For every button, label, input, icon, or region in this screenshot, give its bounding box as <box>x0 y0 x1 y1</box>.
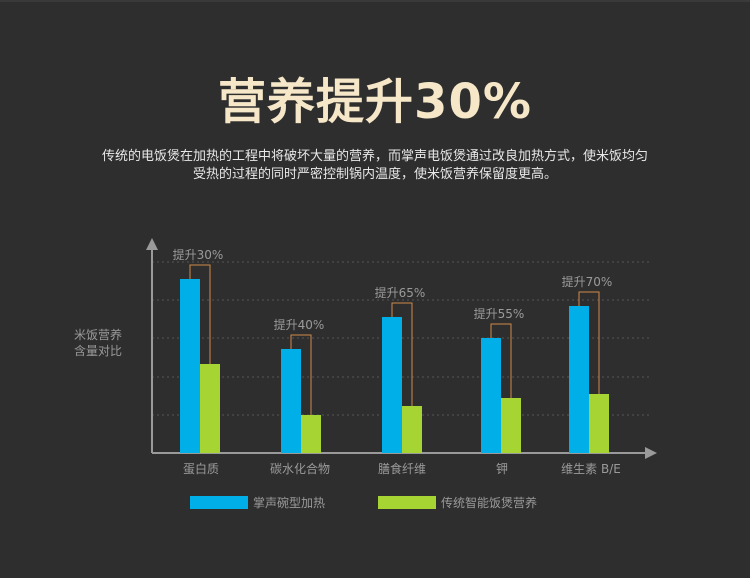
page-description: 传统的电饭煲在加热的工程中将破坏大量的营养，而掌声电饭煲通过改良加热方式，使米饭… <box>40 148 710 184</box>
bar-series1-5 <box>569 306 589 453</box>
increase-bracket-5 <box>578 291 600 394</box>
increase-label-5: 提升70% <box>562 274 613 289</box>
bar-series1-3 <box>382 317 402 453</box>
x-axis-arrow <box>645 447 657 459</box>
legend-swatch-1 <box>190 496 248 509</box>
increase-label-4: 提升55% <box>474 306 525 321</box>
bar-series2-2 <box>301 415 321 453</box>
description-line-1: 传统的电饭煲在加热的工程中将破坏大量的营养，而掌声电饭煲通过改良加热方式，使米饭… <box>101 149 648 164</box>
top-border <box>0 0 750 2</box>
category-label-4: 钾 <box>496 462 508 476</box>
bar-series2-4 <box>501 398 521 453</box>
legend-label-1: 掌声碗型加热 <box>253 495 325 510</box>
increase-label-2: 提升40% <box>274 317 325 332</box>
category-label-1: 蛋白质 <box>183 461 219 476</box>
increase-bracket-4 <box>490 323 512 398</box>
bar-series2-5 <box>589 394 609 453</box>
bar-series1-4 <box>481 338 501 453</box>
increase-bracket-2 <box>290 334 312 415</box>
increase-bracket-3 <box>391 302 413 406</box>
category-label-5: 维生素 B/E <box>561 462 621 476</box>
bar-series1-2 <box>281 349 301 453</box>
description-line-2: 受热的过程的同时严密控制锅内温度，使米饭营养保留度更高。 <box>192 167 557 182</box>
increase-bracket-1 <box>189 264 211 364</box>
category-label-2: 碳水化合物 <box>270 461 330 476</box>
category-label-3: 膳食纤维 <box>378 461 426 476</box>
y-axis-arrow <box>146 238 158 250</box>
increase-label-3: 提升65% <box>375 285 426 300</box>
page-title: 营养提升30% <box>218 74 532 130</box>
y-axis-label: 米饭营养 含量对比 <box>62 327 134 359</box>
increase-label-1: 提升30% <box>173 247 224 262</box>
bar-series2-1 <box>200 364 220 453</box>
y-axis-label-line-1: 米饭营养 <box>73 328 122 342</box>
legend-swatch-2 <box>378 496 436 509</box>
bar-series1-1 <box>180 279 200 453</box>
bar-series2-3 <box>402 406 422 453</box>
legend-label-2: 传统智能饭煲营养 <box>441 495 537 510</box>
y-axis-label-line-2: 含量对比 <box>73 344 122 358</box>
